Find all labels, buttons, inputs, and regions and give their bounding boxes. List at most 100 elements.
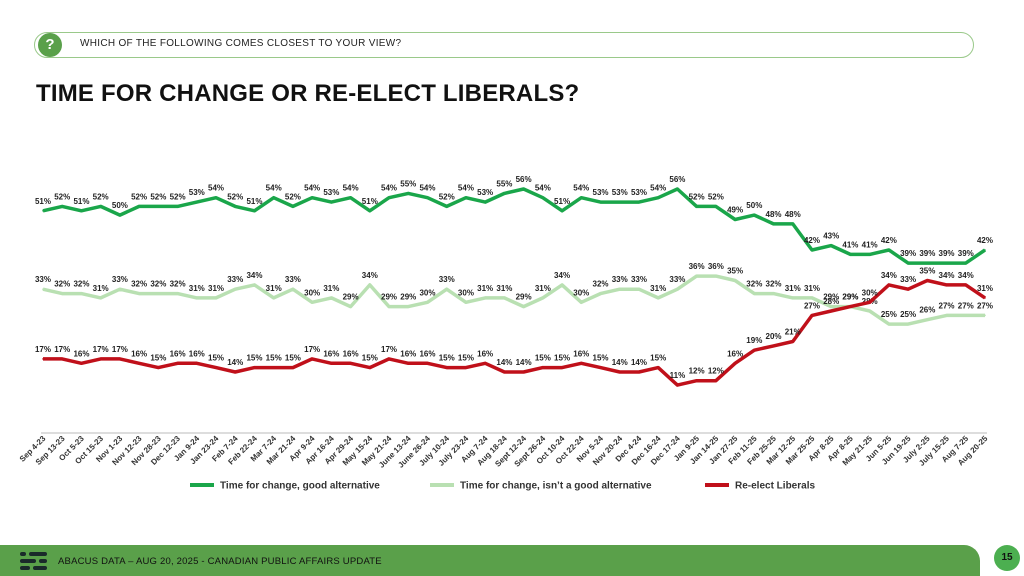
data-label: 54% [381, 184, 397, 193]
data-label: 55% [400, 179, 416, 188]
data-point [888, 323, 890, 325]
data-point [772, 345, 775, 347]
data-label: 15% [439, 354, 455, 363]
data-label: 16% [400, 349, 416, 358]
data-point [292, 288, 294, 291]
data-point [772, 292, 775, 295]
data-label: 34% [362, 271, 378, 280]
data-point [138, 205, 140, 208]
data-point [215, 297, 217, 299]
data-label: 52% [689, 192, 705, 201]
data-label: 14% [227, 358, 243, 367]
data-label: 15% [285, 354, 301, 363]
data-label: 16% [73, 349, 89, 358]
abacus-logo-icon [20, 552, 47, 570]
data-point [215, 366, 217, 369]
data-label: 25% [881, 310, 897, 319]
data-label: 16% [477, 349, 493, 358]
data-label: 25% [900, 310, 916, 319]
data-label: 27% [939, 301, 955, 310]
data-point [830, 244, 833, 247]
data-point [926, 262, 929, 264]
data-point [176, 205, 179, 208]
data-label: 31% [650, 284, 666, 293]
data-label: 52% [227, 192, 243, 201]
data-point [964, 284, 967, 286]
data-label: 53% [323, 188, 339, 197]
data-point [945, 262, 948, 264]
data-label: 56% [516, 175, 532, 184]
data-label: 48% [785, 210, 801, 219]
data-label: 42% [881, 236, 897, 245]
data-label: 32% [131, 280, 147, 289]
data-point [426, 301, 429, 304]
data-point [349, 305, 352, 308]
question-text: WHICH OF THE FOLLOWING COMES CLOSEST TO … [80, 38, 402, 49]
data-label: 31% [208, 284, 224, 293]
data-label: 14% [496, 358, 512, 367]
data-label: 27% [958, 301, 974, 310]
data-point [561, 209, 563, 212]
data-point [984, 249, 986, 251]
data-point [99, 358, 102, 360]
data-label: 29% [400, 293, 416, 302]
data-point [695, 379, 698, 382]
data-point [388, 358, 390, 360]
series-group: 17% 17% 16% 17% 17% 16% 15% 16% 16% 15% 14% 15% 15% 1… [35, 267, 993, 387]
data-point [176, 292, 179, 295]
data-label: 17% [35, 345, 51, 354]
data-point [791, 297, 794, 299]
data-label: 51% [246, 197, 262, 206]
data-point [99, 297, 102, 299]
data-label: 52% [150, 192, 166, 201]
data-label: 54% [266, 184, 282, 193]
data-label: 52% [708, 192, 724, 201]
data-point [657, 196, 659, 199]
data-point [292, 205, 294, 208]
data-label: 33% [900, 275, 916, 284]
page-title: TIME FOR CHANGE OR RE-ELECT LIBERALS? [36, 80, 580, 107]
data-point [984, 297, 986, 299]
data-point [945, 314, 948, 317]
data-point [80, 209, 83, 212]
data-label: 39% [939, 249, 955, 258]
data-point [445, 288, 448, 291]
legend-label: Time for change, isn’t a good alternativ… [460, 481, 652, 492]
data-label: 17% [381, 345, 397, 354]
data-label: 31% [93, 284, 109, 293]
data-point [676, 384, 679, 386]
data-label: 19% [746, 336, 762, 345]
data-point [542, 297, 544, 299]
data-point [215, 196, 217, 199]
data-label: 34% [881, 271, 897, 280]
data-label: 12% [689, 367, 705, 376]
data-point [753, 292, 756, 295]
data-point [253, 209, 256, 212]
data-label: 36% [689, 262, 705, 271]
data-point [638, 201, 640, 203]
data-label: 29% [842, 293, 858, 302]
data-point [484, 297, 486, 299]
data-label: 32% [54, 280, 70, 289]
data-label: 15% [246, 354, 262, 363]
data-label: 15% [554, 354, 570, 363]
data-label: 52% [54, 192, 70, 201]
data-label: 30% [862, 288, 878, 297]
data-label: 30% [304, 288, 320, 297]
data-label: 14% [631, 358, 647, 367]
data-label: 15% [150, 354, 166, 363]
data-label: 33% [285, 275, 301, 284]
data-point [369, 366, 371, 369]
data-label: 51% [362, 197, 378, 206]
data-label: 32% [593, 280, 609, 289]
data-label: 50% [746, 201, 762, 210]
data-point [964, 314, 967, 317]
data-label: 29% [381, 293, 397, 302]
data-label: 15% [593, 354, 609, 363]
data-label: 15% [535, 354, 551, 363]
data-label: 54% [419, 184, 435, 193]
data-point [907, 262, 909, 264]
data-point [42, 288, 44, 291]
data-point [42, 358, 44, 360]
data-point [522, 188, 525, 190]
